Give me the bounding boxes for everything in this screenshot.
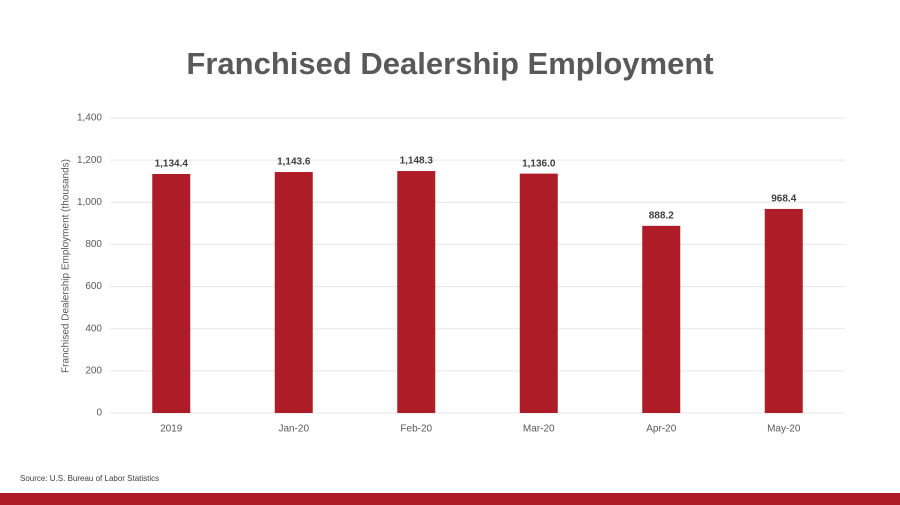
bar <box>274 172 313 413</box>
y-tick-label: 400 <box>85 323 102 334</box>
value-label: 1,134.4 <box>155 159 189 170</box>
bar <box>397 171 436 413</box>
x-tick-label: 2019 <box>160 424 183 435</box>
y-tick-label: 1,000 <box>77 197 102 208</box>
y-tick-label: 1,400 <box>77 113 102 124</box>
source-note: Source: U.S. Bureau of Labor Statistics <box>20 474 159 483</box>
bar <box>642 225 681 413</box>
y-tick-label: 0 <box>96 408 102 419</box>
y-tick-label: 1,200 <box>77 155 102 166</box>
y-tick-label: 600 <box>85 281 102 292</box>
value-label: 1,143.6 <box>277 157 311 168</box>
x-tick-label: Mar-20 <box>523 424 555 435</box>
x-tick-label: May-20 <box>767 424 801 435</box>
bar <box>519 173 558 413</box>
value-label: 1,148.3 <box>400 156 434 167</box>
x-tick-label: Apr-20 <box>646 424 676 435</box>
y-tick-label: 200 <box>85 365 102 376</box>
value-label: 888.2 <box>649 210 674 221</box>
y-axis-label: Franchised Dealership Employment (thousa… <box>61 159 72 373</box>
footer-band <box>0 493 900 505</box>
x-tick-label: Feb-20 <box>400 424 432 435</box>
value-label: 1,136.0 <box>522 158 556 169</box>
x-tick-label: Jan-20 <box>278 424 309 435</box>
chart-title: Franchised Dealership Employment <box>186 46 713 81</box>
y-tick-label: 800 <box>85 239 102 250</box>
value-label: 968.4 <box>771 194 796 205</box>
bar <box>764 208 803 413</box>
bar <box>152 173 191 413</box>
